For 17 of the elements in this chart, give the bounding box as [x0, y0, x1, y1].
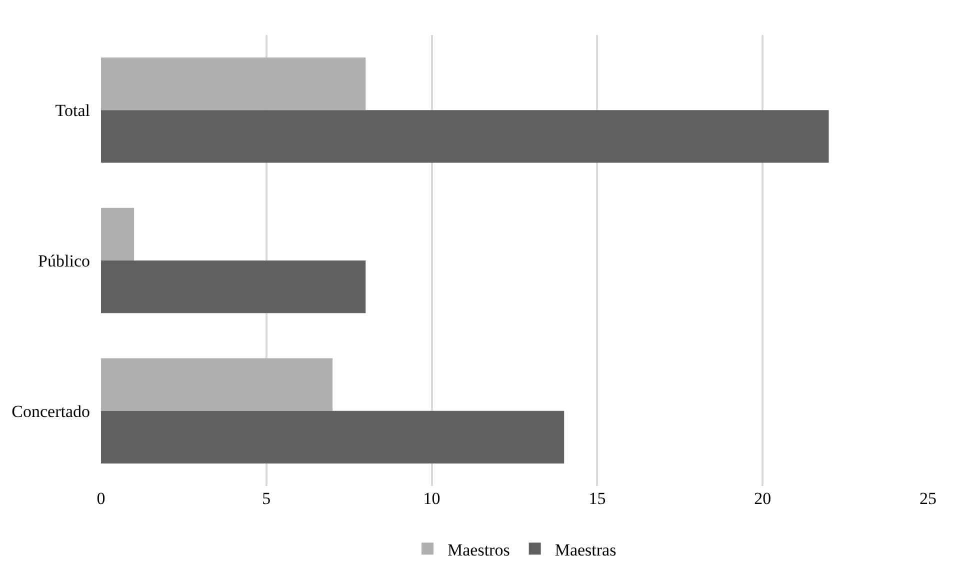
- x-tick-label: 0: [96, 489, 106, 508]
- x-tick-label: 10: [423, 489, 440, 508]
- bar: [101, 358, 333, 411]
- legend-label: Maestras: [554, 540, 616, 560]
- legend-label: Maestros: [448, 540, 510, 560]
- y-tick-label: Público: [38, 251, 90, 270]
- bar: [101, 208, 134, 260]
- bar: [101, 260, 366, 314]
- bar: [101, 410, 564, 464]
- x-tick-label: 20: [754, 489, 772, 508]
- y-tick-label: Concertado: [12, 402, 90, 421]
- y-tick-label: Total: [55, 101, 90, 120]
- x-tick-label: 25: [920, 489, 936, 508]
- bar: [101, 110, 829, 163]
- x-tick-label: 15: [588, 489, 606, 508]
- x-tick-label: 5: [262, 489, 271, 508]
- bar: [101, 58, 366, 110]
